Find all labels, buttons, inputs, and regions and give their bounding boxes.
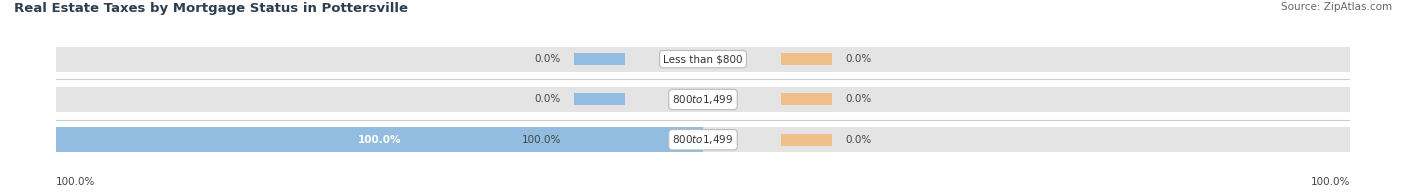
Bar [780, 53, 832, 65]
Bar [780, 134, 832, 146]
Bar [574, 93, 626, 105]
Text: Real Estate Taxes by Mortgage Status in Pottersville: Real Estate Taxes by Mortgage Status in … [14, 2, 408, 15]
Bar [56, 127, 703, 152]
Text: 0.0%: 0.0% [534, 94, 561, 105]
Bar [574, 53, 626, 65]
Bar [56, 47, 1350, 72]
Text: 100.0%: 100.0% [56, 177, 96, 187]
Text: 100.0%: 100.0% [522, 135, 561, 145]
Bar [56, 127, 1350, 152]
Text: $800 to $1,499: $800 to $1,499 [672, 133, 734, 146]
Bar [780, 93, 832, 105]
Text: 100.0%: 100.0% [359, 135, 401, 145]
Text: Source: ZipAtlas.com: Source: ZipAtlas.com [1281, 2, 1392, 12]
Text: 0.0%: 0.0% [845, 54, 872, 64]
Bar [56, 87, 1350, 112]
Text: 0.0%: 0.0% [845, 94, 872, 105]
Text: 100.0%: 100.0% [1310, 177, 1350, 187]
Text: 0.0%: 0.0% [534, 54, 561, 64]
Text: 0.0%: 0.0% [845, 135, 872, 145]
Bar [574, 134, 626, 146]
Text: Less than $800: Less than $800 [664, 54, 742, 64]
Text: $800 to $1,499: $800 to $1,499 [672, 93, 734, 106]
